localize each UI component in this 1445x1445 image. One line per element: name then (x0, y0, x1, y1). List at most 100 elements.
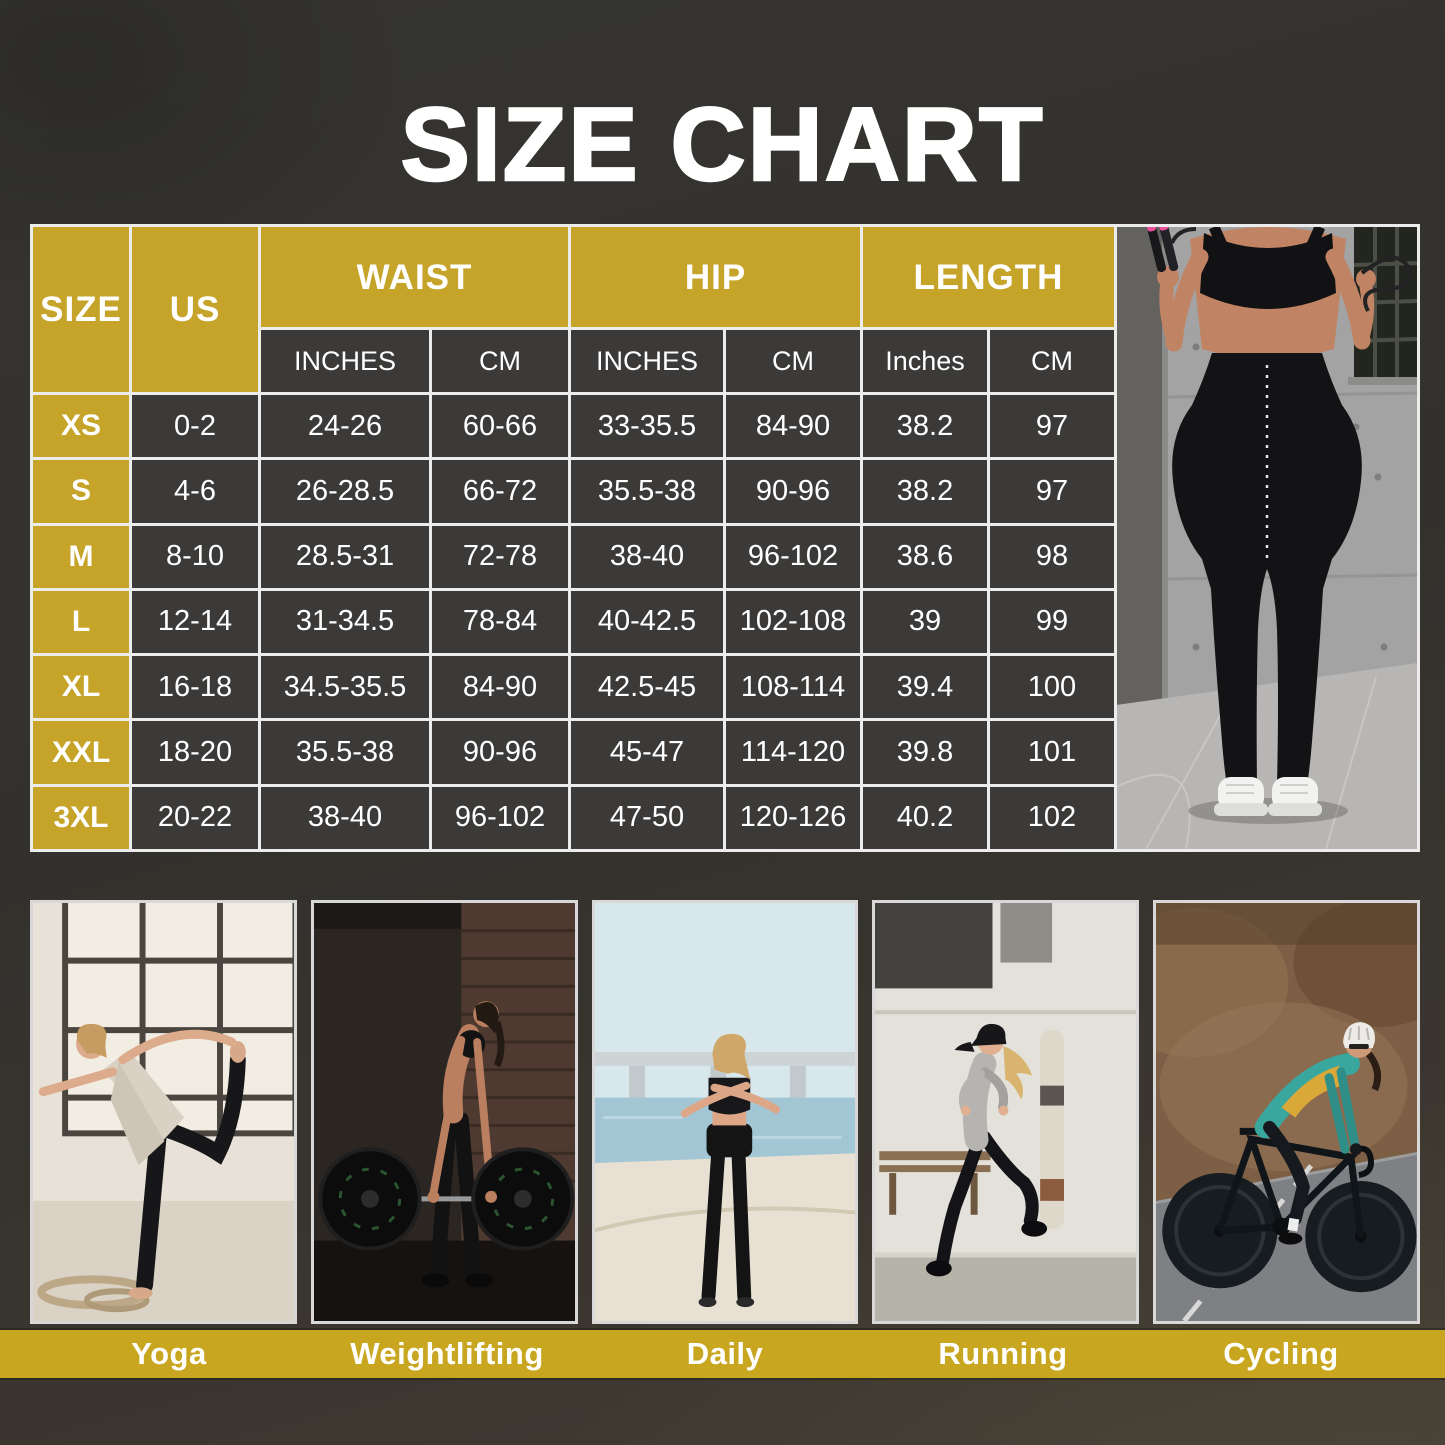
activity-labels: Yoga Weightlifting Daily Running Cycling (30, 1330, 1420, 1378)
col-header-us: US (132, 227, 258, 392)
size-label-cell: L (33, 590, 129, 654)
size-table: SIZE US WAIST HIP LENGTH INCHES CM INCHE… (33, 227, 1114, 849)
col-header-size: SIZE (33, 227, 129, 392)
col-header-hip: HIP (571, 227, 860, 327)
table-cell: 39 (863, 590, 987, 654)
table-cell: 66-72 (432, 460, 568, 523)
table-cell: 38-40 (571, 525, 723, 588)
unit-header-waist-cm: CM (432, 330, 568, 392)
table-cell: 39.8 (863, 721, 987, 784)
table-cell: 40-42.5 (571, 590, 723, 654)
yoga-figure (38, 1023, 246, 1300)
activity-gallery (30, 900, 1420, 1324)
page-title: SIZE CHART (399, 86, 1045, 205)
col-header-length: LENGTH (863, 227, 1114, 327)
size-table-board: SIZE US WAIST HIP LENGTH INCHES CM INCHE… (30, 224, 1420, 852)
table-cell: 97 (990, 460, 1114, 523)
unit-header-waist-inches: INCHES (261, 330, 429, 392)
bench (879, 1151, 991, 1215)
model-figure (1146, 227, 1412, 816)
table-cell: 84-90 (432, 656, 568, 719)
activity-label-strip: Yoga Weightlifting Daily Running Cycling (0, 1330, 1445, 1378)
table-cell: 38-40 (261, 786, 429, 849)
table-cell: 4-6 (132, 460, 258, 523)
table-cell: 98 (990, 525, 1114, 588)
sneakers (1214, 777, 1322, 816)
table-cell: 47-50 (571, 786, 723, 849)
weightlifting-illustration (313, 903, 575, 1321)
lifter-figure (421, 1001, 505, 1288)
barbell (318, 1147, 575, 1251)
table-cell: 102 (990, 786, 1114, 849)
size-label-cell: S (33, 460, 129, 523)
table-cell: 78-84 (432, 590, 568, 654)
product-photo (1117, 227, 1417, 849)
table-cell: 0-2 (132, 395, 258, 458)
col-header-waist: WAIST (261, 227, 568, 327)
table-cell: 120-126 (726, 786, 860, 849)
table-cell: 28.5-31 (261, 525, 429, 588)
table-cell: 97 (990, 395, 1114, 458)
size-label-cell: 3XL (33, 786, 129, 849)
table-cell: 84-90 (726, 395, 860, 458)
product-photo-illustration (1117, 227, 1417, 849)
daily-figure (680, 1033, 780, 1308)
table-cell: 90-96 (726, 460, 860, 523)
bicycle (1162, 1127, 1417, 1293)
daily-illustration (594, 903, 856, 1321)
table-cell: 100 (990, 656, 1114, 719)
table-cell: 114-120 (726, 721, 860, 784)
activity-label-daily: Daily (686, 1336, 764, 1371)
unit-header-length-cm: CM (990, 330, 1114, 392)
table-cell: 16-18 (132, 656, 258, 719)
table-cell: 20-22 (132, 786, 258, 849)
unit-header-hip-cm: CM (726, 330, 860, 392)
activity-label-weightlifting: Weightlifting (350, 1336, 544, 1371)
table-cell: 99 (990, 590, 1114, 654)
table-cell: 33-35.5 (571, 395, 723, 458)
table-cell: 35.5-38 (571, 460, 723, 523)
table-cell: 60-66 (432, 395, 568, 458)
table-cell: 18-20 (132, 721, 258, 784)
table-cell: 12-14 (132, 590, 258, 654)
table-cell: 38.6 (863, 525, 987, 588)
table-cell: 72-78 (432, 525, 568, 588)
runner-figure (926, 1023, 1048, 1277)
activity-photo-running (872, 900, 1140, 1324)
running-illustration (875, 903, 1137, 1321)
activity-label-yoga: Yoga (131, 1336, 207, 1371)
striped-pole (1040, 1030, 1065, 1229)
size-label-cell: XXL (33, 721, 129, 784)
table-cell: 26-28.5 (261, 460, 429, 523)
yoga-illustration (33, 903, 294, 1321)
table-cell: 42.5-45 (571, 656, 723, 719)
table-cell: 96-102 (432, 786, 568, 849)
table-cell: 45-47 (571, 721, 723, 784)
table-cell: 40.2 (863, 786, 987, 849)
table-cell: 101 (990, 721, 1114, 784)
activity-photo-cycling (1153, 900, 1420, 1324)
jump-rope (1146, 227, 1412, 312)
activity-photo-yoga (30, 900, 297, 1324)
activity-label-running: Running (938, 1336, 1068, 1371)
activity-label-cycling: Cycling (1223, 1336, 1339, 1371)
table-cell: 90-96 (432, 721, 568, 784)
table-cell: 35.5-38 (261, 721, 429, 784)
activity-photo-weightlifting (310, 900, 578, 1324)
table-cell: 31-34.5 (261, 590, 429, 654)
size-label-cell: M (33, 525, 129, 588)
size-label-cell: XL (33, 656, 129, 719)
table-cell: 39.4 (863, 656, 987, 719)
table-cell: 38.2 (863, 395, 987, 458)
activity-photo-daily (591, 900, 859, 1324)
table-cell: 8-10 (132, 525, 258, 588)
cyclist-figure (1254, 1022, 1382, 1245)
table-cell: 108-114 (726, 656, 860, 719)
table-cell: 96-102 (726, 525, 860, 588)
table-cell: 24-26 (261, 395, 429, 458)
size-label-cell: XS (33, 395, 129, 458)
unit-header-hip-inches: INCHES (571, 330, 723, 392)
unit-header-length-inches: Inches (863, 330, 987, 392)
table-cell: 102-108 (726, 590, 860, 654)
cycling-illustration (1156, 903, 1417, 1321)
